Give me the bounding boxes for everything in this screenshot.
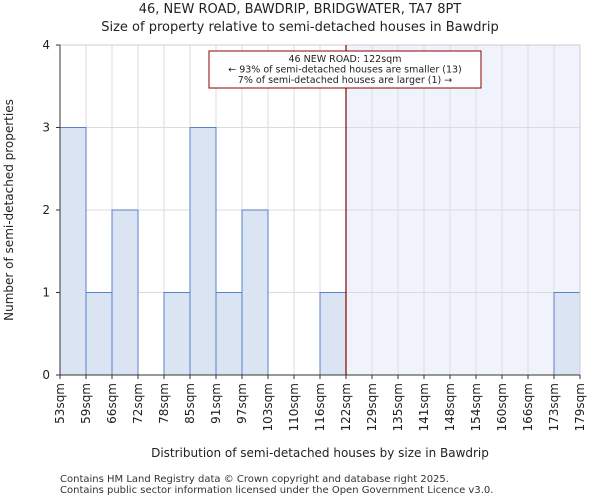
x-tick-label: 78sqm — [157, 383, 171, 424]
x-tick-label: 166sqm — [521, 383, 535, 431]
x-axis-title: Distribution of semi-detached houses by … — [151, 446, 489, 460]
x-tick-label: 85sqm — [183, 383, 197, 424]
x-tick-label: 116sqm — [313, 383, 327, 431]
footer-line-2: Contains public sector information licen… — [60, 485, 494, 496]
annotation-box — [208, 50, 482, 89]
bar — [85, 292, 113, 376]
x-tick-label: 72sqm — [131, 383, 145, 424]
x-tick-label: 141sqm — [417, 383, 431, 431]
y-tick-label: 0 — [42, 368, 50, 382]
chart-subtitle: Size of property relative to semi-detach… — [101, 20, 499, 35]
annotation-line: ← 93% of semi-detached houses are smalle… — [228, 65, 462, 76]
annotation-line: 46 NEW ROAD: 122sqm — [289, 54, 402, 65]
x-tick-label: 154sqm — [469, 383, 483, 431]
bar — [59, 127, 87, 376]
x-tick-label: 160sqm — [495, 383, 509, 431]
x-tick-label: 135sqm — [391, 383, 405, 431]
y-tick-label: 2 — [42, 203, 50, 217]
bar — [163, 292, 191, 376]
histogram-chart: 0 1 2 3 4 53sqm 59sqm 66sqm 72sqm 78sqm 85sqm 91sqm… — [2, 38, 587, 460]
x-tick-label: 53sqm — [53, 383, 67, 424]
x-tick-label: 103sqm — [261, 383, 275, 431]
annotation-line: 7% of semi-detached houses are larger (1… — [238, 75, 452, 86]
x-tick-label: 179sqm — [573, 383, 587, 431]
bar — [215, 292, 243, 376]
x-tick-label: 66sqm — [105, 383, 119, 424]
y-axis-title: Number of semi-detached properties — [2, 99, 16, 321]
y-tick-label: 4 — [42, 38, 50, 52]
chart-title: 46, NEW ROAD, BAWDRIP, BRIDGWATER, TA7 8… — [138, 2, 462, 17]
x-tick-label: 97sqm — [235, 383, 249, 424]
footer-line-1: Contains HM Land Registry data © Crown c… — [60, 474, 449, 485]
bar — [319, 292, 347, 376]
bar — [111, 209, 139, 376]
bar — [241, 209, 269, 376]
bar — [553, 292, 581, 376]
x-tick-label: 148sqm — [443, 383, 457, 431]
x-tick-label: 129sqm — [365, 383, 379, 431]
y-tick-label: 3 — [42, 121, 50, 135]
x-tick-label: 59sqm — [79, 383, 93, 424]
x-tick-label: 173sqm — [547, 383, 561, 431]
y-tick-label: 1 — [42, 286, 50, 300]
x-tick-label: 122sqm — [339, 383, 353, 431]
x-tick-label: 91sqm — [209, 383, 223, 424]
x-tick-label: 110sqm — [287, 383, 301, 431]
bar — [189, 127, 217, 376]
